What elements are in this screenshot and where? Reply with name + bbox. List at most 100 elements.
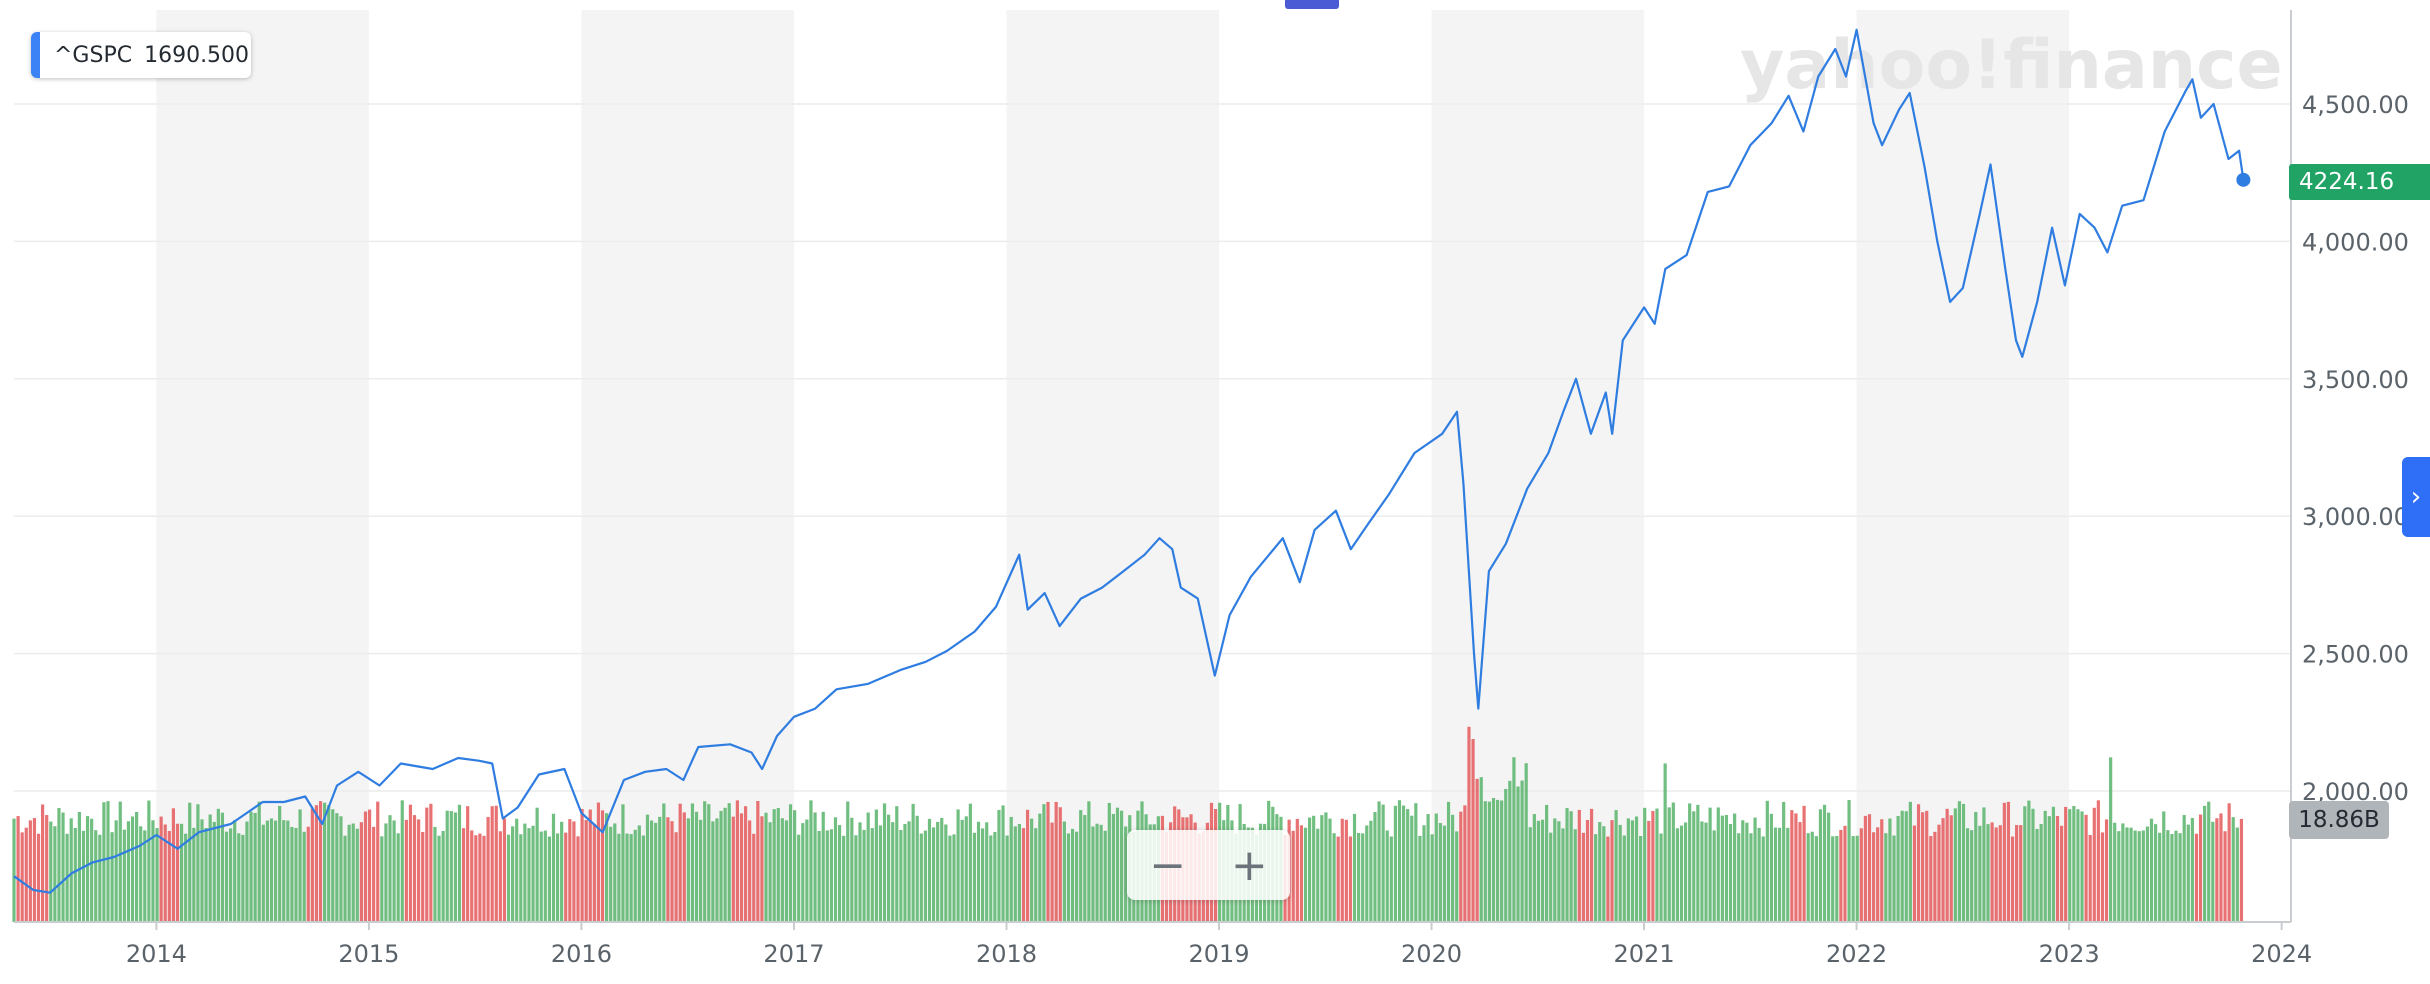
volume-bar xyxy=(874,809,878,922)
expand-panel-button[interactable]: › xyxy=(2402,457,2430,537)
volume-bar xyxy=(711,821,715,922)
y-tick-label: 3,500.00 xyxy=(2302,366,2409,394)
volume-bar xyxy=(866,812,870,922)
volume-bar xyxy=(936,821,940,922)
volume-bar xyxy=(1066,833,1071,922)
volume-bar xyxy=(404,819,408,922)
volume-bar xyxy=(184,833,188,922)
legend-value: 1690.500 xyxy=(144,42,250,68)
volume-bar xyxy=(1025,809,1030,922)
volume-bar xyxy=(229,828,233,922)
volume-bar xyxy=(1487,801,1492,922)
yahoo-finance-watermark: yahoo!finance xyxy=(1740,26,2283,105)
volume-bar xyxy=(1822,804,1827,922)
last-volume-label: 18.86B xyxy=(2289,801,2389,839)
volume-bar xyxy=(1757,827,1761,922)
volume-bar xyxy=(2227,803,2231,922)
volume-bar xyxy=(1839,829,1843,922)
volume-bar xyxy=(380,836,384,922)
volume-bar xyxy=(81,830,86,922)
last-price-marker[interactable] xyxy=(2236,172,2251,187)
volume-bar xyxy=(245,821,249,922)
volume-bar xyxy=(355,828,359,922)
volume-bar xyxy=(1835,835,1839,922)
zoom-in-button[interactable]: + xyxy=(1230,839,1268,891)
volume-bar xyxy=(2051,806,2056,922)
volume-bar xyxy=(249,811,253,922)
volume-bar xyxy=(506,834,511,922)
volume-bar xyxy=(421,832,425,922)
zoom-out-button[interactable]: − xyxy=(1149,839,1187,891)
volume-bar xyxy=(592,824,596,922)
volume-bar xyxy=(2121,823,2125,922)
volume-bar xyxy=(1716,807,1720,922)
volume-bar xyxy=(1565,808,1569,922)
volume-bar xyxy=(139,826,143,922)
volume-bar xyxy=(1802,805,1806,922)
volume-bar xyxy=(1937,824,1941,922)
volume-bar xyxy=(1585,820,1590,922)
volume-bar xyxy=(1046,801,1050,922)
volume-bar xyxy=(1647,820,1651,922)
volume-bar xyxy=(2088,835,2092,922)
volume-bar xyxy=(1083,815,1087,922)
volume-bar xyxy=(175,823,180,922)
volume-bar xyxy=(956,809,960,922)
year-band-2018 xyxy=(1006,10,1220,922)
volume-bar xyxy=(2182,815,2186,922)
volume-bar xyxy=(768,822,772,922)
volume-bar xyxy=(968,803,972,922)
volume-bar xyxy=(1708,807,1712,922)
volume-bar xyxy=(743,806,748,922)
volume-bar xyxy=(2235,827,2239,922)
volume-bar xyxy=(241,834,245,922)
volume-bar xyxy=(1965,828,1970,922)
volume-bar xyxy=(719,810,723,922)
volume-bar xyxy=(461,828,466,922)
volume-bar xyxy=(560,821,564,922)
volume-bar xyxy=(1307,817,1312,922)
volume-bar xyxy=(1675,828,1680,922)
volume-bar xyxy=(580,808,584,922)
volume-bar xyxy=(327,805,331,922)
volume-bar xyxy=(1782,801,1786,922)
volume-bar xyxy=(588,809,592,922)
volume-bar xyxy=(41,804,45,922)
volume-bar xyxy=(1720,815,1724,922)
volume-bar xyxy=(911,803,915,922)
volume-bar xyxy=(625,833,629,922)
volume-bar xyxy=(282,820,286,922)
top-range-indicator[interactable] xyxy=(1285,0,1339,9)
volume-bar xyxy=(302,831,306,922)
volume-bar xyxy=(2015,825,2019,922)
volume-bar xyxy=(179,823,184,922)
volume-bar xyxy=(98,834,102,922)
volume-bar xyxy=(584,820,588,922)
volume-bar xyxy=(797,834,801,922)
volume-bar xyxy=(707,804,711,922)
volume-bar xyxy=(323,802,327,922)
volume-bar xyxy=(1115,807,1120,922)
x-tick-label: 2016 xyxy=(551,940,612,968)
volume-bar xyxy=(372,826,376,922)
volume-bar xyxy=(363,811,368,922)
volume-bar xyxy=(1495,799,1500,922)
volume-bar xyxy=(445,810,449,922)
volume-bar xyxy=(825,830,829,922)
volume-bar xyxy=(1630,820,1635,922)
volume-bar xyxy=(376,801,380,922)
volume-bar xyxy=(2096,800,2100,922)
volume-bar xyxy=(32,818,37,922)
volume-bar xyxy=(106,801,110,922)
volume-bar xyxy=(989,835,993,922)
volume-bar xyxy=(1790,810,1794,922)
volume-bar xyxy=(1880,819,1884,922)
volume-bar xyxy=(694,811,699,922)
volume-bar xyxy=(519,834,523,922)
x-axis-labels: 2014 2015 2016 2017 2018 2019 2020 2021 2022 2023… xyxy=(126,922,2312,968)
series-legend[interactable]: ^GSPC 1690.500 xyxy=(31,32,251,78)
volume-bar xyxy=(12,818,16,922)
volume-bar xyxy=(1639,835,1643,922)
volume-bar xyxy=(1062,821,1066,922)
